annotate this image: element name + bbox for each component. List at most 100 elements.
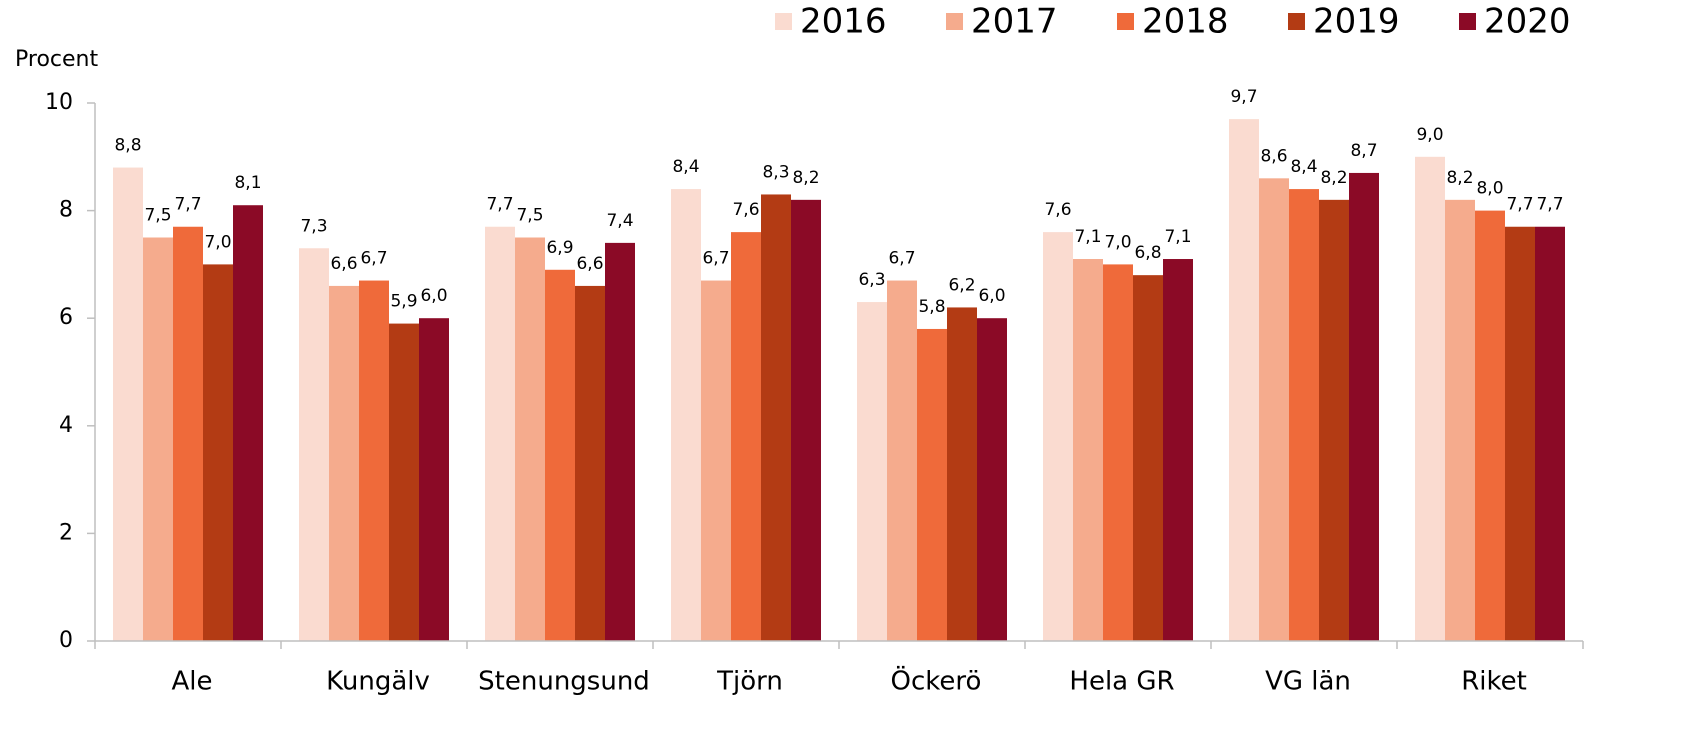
bar [203,264,233,641]
value-label: 8,7 [1350,141,1377,161]
x-tick-label: Ale [171,667,212,697]
bar [329,285,359,641]
bar [233,205,263,641]
legend-swatch [1288,13,1305,30]
bar [1133,275,1163,641]
bar [1073,259,1103,641]
y-tick-label: 2 [59,520,73,545]
value-label: 7,7 [486,195,513,215]
x-tick-label: Kungälv [326,667,430,697]
bar [1535,226,1565,642]
bar [1505,226,1535,642]
value-label: 6,2 [948,275,975,295]
bar [857,302,887,641]
bar [389,323,419,641]
value-label: 6,3 [858,270,885,290]
legend-swatch [946,13,963,30]
bar [917,328,947,641]
x-tick-label: Öckerö [891,665,982,697]
bar [113,167,143,641]
value-label: 7,0 [1104,232,1131,252]
bar [887,280,917,641]
bar [1289,189,1319,641]
bar [1475,210,1505,641]
bar [1103,264,1133,641]
value-label: 8,2 [792,168,819,188]
legend-label: 2020 [1484,2,1571,42]
bar [545,269,575,641]
bar [1163,259,1193,641]
bar [731,232,761,641]
bar [977,318,1007,641]
legend-label: 2018 [1142,2,1229,42]
value-label: 8,4 [672,157,699,177]
bar [671,189,701,641]
value-label: 9,0 [1416,125,1443,145]
bar [419,318,449,641]
y-tick-label: 10 [45,90,73,115]
value-label: 6,0 [978,286,1005,306]
bar [761,194,791,641]
bar [575,285,605,641]
value-label: 8,1 [234,173,261,193]
bar [173,226,203,642]
y-tick-label: 6 [59,305,73,330]
bar [1445,199,1475,641]
legend-swatch [1117,13,1134,30]
value-label: 8,0 [1476,179,1503,199]
legend-swatch [1459,13,1476,30]
bar [947,307,977,641]
value-label: 6,8 [1134,243,1161,263]
value-label: 8,4 [1290,157,1317,177]
bar [299,248,329,641]
value-label: 7,7 [1536,195,1563,215]
bar [605,242,635,641]
value-label: 5,9 [390,292,417,312]
y-axis-label: Procent [15,47,98,72]
y-tick-label: 4 [59,413,73,438]
legend-label: 2019 [1313,2,1400,42]
x-tick-label: Tjörn [716,667,783,697]
y-tick-label: 0 [59,628,73,653]
bar [485,226,515,642]
bar [143,237,173,641]
value-label: 7,7 [174,195,201,215]
bar [701,280,731,641]
bar [1259,178,1289,641]
value-label: 7,0 [204,232,231,252]
value-label: 5,8 [918,297,945,317]
bar [791,199,821,641]
value-label: 6,7 [360,249,387,269]
value-label: 7,7 [1506,195,1533,215]
value-label: 6,0 [420,286,447,306]
value-label: 7,5 [516,206,543,226]
y-tick-label: 8 [59,198,73,223]
bar [1229,119,1259,641]
value-label: 6,9 [546,238,573,258]
value-label: 7,4 [606,211,633,231]
bar [1349,172,1379,641]
value-label: 6,6 [330,254,357,274]
x-tick-label: Stenungsund [478,667,650,697]
value-label: 7,5 [144,206,171,226]
value-label: 7,6 [732,200,759,220]
value-label: 7,6 [1044,200,1071,220]
value-label: 7,3 [300,216,327,236]
value-label: 8,3 [762,162,789,182]
value-label: 8,2 [1320,168,1347,188]
bar [515,237,545,641]
value-label: 9,7 [1230,87,1257,107]
bar [1319,199,1349,641]
value-label: 8,8 [114,136,141,156]
legend-swatch [775,13,792,30]
legend-label: 2016 [800,2,887,42]
bar [1415,156,1445,642]
value-label: 8,2 [1446,168,1473,188]
x-tick-label: VG län [1265,667,1351,697]
value-label: 6,7 [702,249,729,269]
bar [1043,232,1073,641]
value-label: 6,6 [576,254,603,274]
x-tick-label: Riket [1461,667,1527,697]
